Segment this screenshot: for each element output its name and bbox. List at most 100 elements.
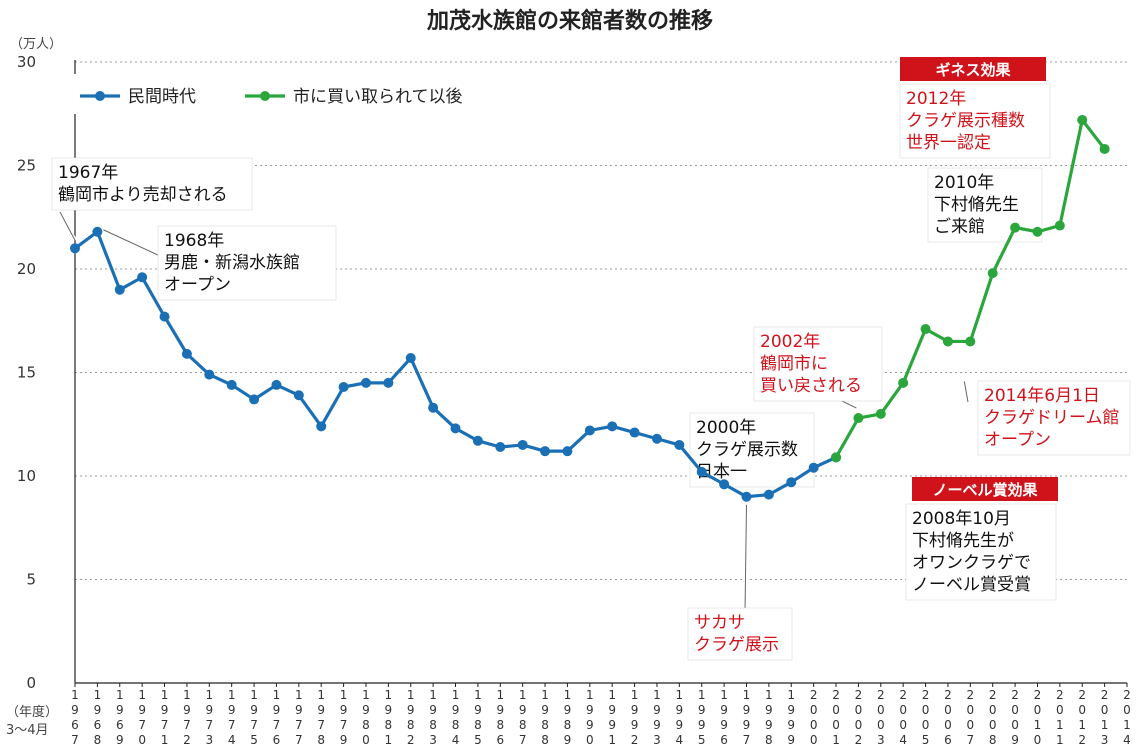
y-tick-label: 10	[17, 467, 36, 485]
data-point	[271, 379, 282, 390]
annotation-badge-text: ギネス効果	[935, 61, 1011, 79]
annotation-text: 鶴岡市に	[760, 354, 828, 374]
data-point	[987, 268, 998, 279]
annotation-text: クラゲ展示数	[696, 440, 798, 460]
annotation-box	[157, 225, 337, 301]
annotation-badge	[900, 57, 1046, 81]
legend-label: 民間時代	[128, 87, 196, 107]
annotation-text: クラゲドリーム館	[984, 408, 1120, 428]
data-point	[495, 442, 506, 453]
data-point	[249, 394, 260, 405]
data-point	[159, 311, 170, 322]
data-point	[472, 435, 483, 446]
annotation-badge	[912, 477, 1058, 501]
y-unit-label: （万人）	[10, 37, 62, 52]
annotation-badge-text: ノーベル賞効果	[932, 481, 1038, 499]
y-tick-label: 0	[26, 674, 36, 692]
annotation-text: 2000年	[696, 418, 756, 438]
annotation-text: 世界一認定	[906, 133, 991, 153]
annotation-leader	[103, 229, 161, 257]
legend-label: 市に買い取られて以後	[293, 87, 463, 107]
data-point	[786, 477, 797, 488]
annotation-text: 下村脩先生	[934, 195, 1019, 215]
annotation-box	[51, 157, 253, 211]
annotation-text: ご来館	[934, 217, 985, 237]
data-point	[965, 336, 976, 347]
annotation-text: ノーベル賞受賞	[912, 575, 1031, 595]
annotation-text: 1968年	[164, 231, 224, 251]
data-point	[1032, 226, 1043, 237]
annotation-text: 鶴岡市より売却される	[58, 185, 228, 205]
data-point	[741, 491, 752, 502]
data-point	[942, 336, 953, 347]
y-tick-label: 25	[17, 157, 36, 175]
data-point	[428, 402, 439, 413]
data-point	[629, 427, 640, 438]
data-point	[70, 243, 80, 254]
data-point	[181, 348, 192, 359]
data-point	[853, 413, 864, 424]
annotation-text: 1967年	[58, 163, 118, 183]
legend-swatch-dot	[95, 91, 105, 101]
data-point	[540, 446, 551, 457]
data-point	[137, 272, 148, 283]
series-lines	[70, 114, 1110, 502]
annotation-leader	[839, 399, 857, 409]
annotation-leader	[963, 381, 969, 403]
annotation-text: 2008年10月	[912, 509, 1011, 529]
annotation-leader	[59, 211, 76, 241]
data-point	[1099, 143, 1110, 154]
legend-swatch-dot	[260, 91, 270, 101]
data-point	[226, 379, 237, 390]
x-axis-label-line-1: （年度）	[6, 704, 58, 720]
annotation-text: オープン	[984, 430, 1051, 450]
data-point	[562, 446, 573, 457]
legend-box	[70, 74, 500, 114]
annotation-text: 男鹿・新潟水族館	[164, 253, 300, 273]
annotation-text: 2012年	[906, 89, 966, 109]
y-tick-label: 30	[17, 53, 36, 71]
annotation-text: 下村脩先生が	[912, 531, 1014, 551]
annotation-leader	[744, 504, 747, 613]
data-point	[1054, 220, 1065, 231]
data-point	[898, 377, 909, 388]
data-point	[607, 421, 618, 432]
annotation-text: サカサ	[694, 613, 745, 633]
annotation-box	[905, 503, 1057, 601]
chart-title: 加茂水族館の来館者数の推移	[426, 8, 713, 34]
data-point	[1077, 114, 1088, 125]
legend: 民間時代 市に買い取られて以後	[70, 74, 500, 114]
data-point	[651, 433, 662, 444]
annotation-box	[753, 326, 883, 402]
data-point	[719, 479, 730, 490]
y-tick-label: 20	[17, 260, 36, 278]
annotation-text: クラゲ展示種数	[906, 111, 1025, 131]
